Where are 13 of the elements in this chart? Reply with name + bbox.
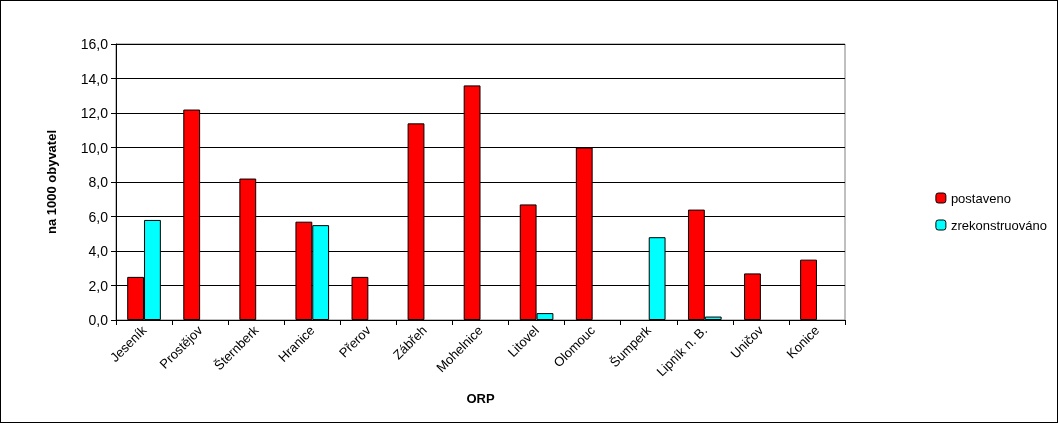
x-axis-title: ORP (466, 391, 495, 406)
y-tick-label: 0,0 (88, 312, 109, 328)
legend-label: zrekonstruováno (950, 217, 1048, 233)
y-tick-label: 2,0 (88, 277, 109, 294)
y-tick-label: 10,0 (80, 139, 109, 156)
y-tick-label: 14,0 (80, 70, 109, 87)
y-tick-label: 8,0 (88, 174, 109, 190)
y-tick-label: 6,0 (88, 208, 109, 225)
y-axis-title: na 1000 obyvatel (44, 129, 59, 235)
y-tick-label: 12,0 (80, 105, 109, 121)
legend-label: postaveno (950, 190, 1011, 206)
y-tick-label: 16,0 (80, 36, 109, 52)
y-tick-label: 4,0 (88, 243, 109, 259)
